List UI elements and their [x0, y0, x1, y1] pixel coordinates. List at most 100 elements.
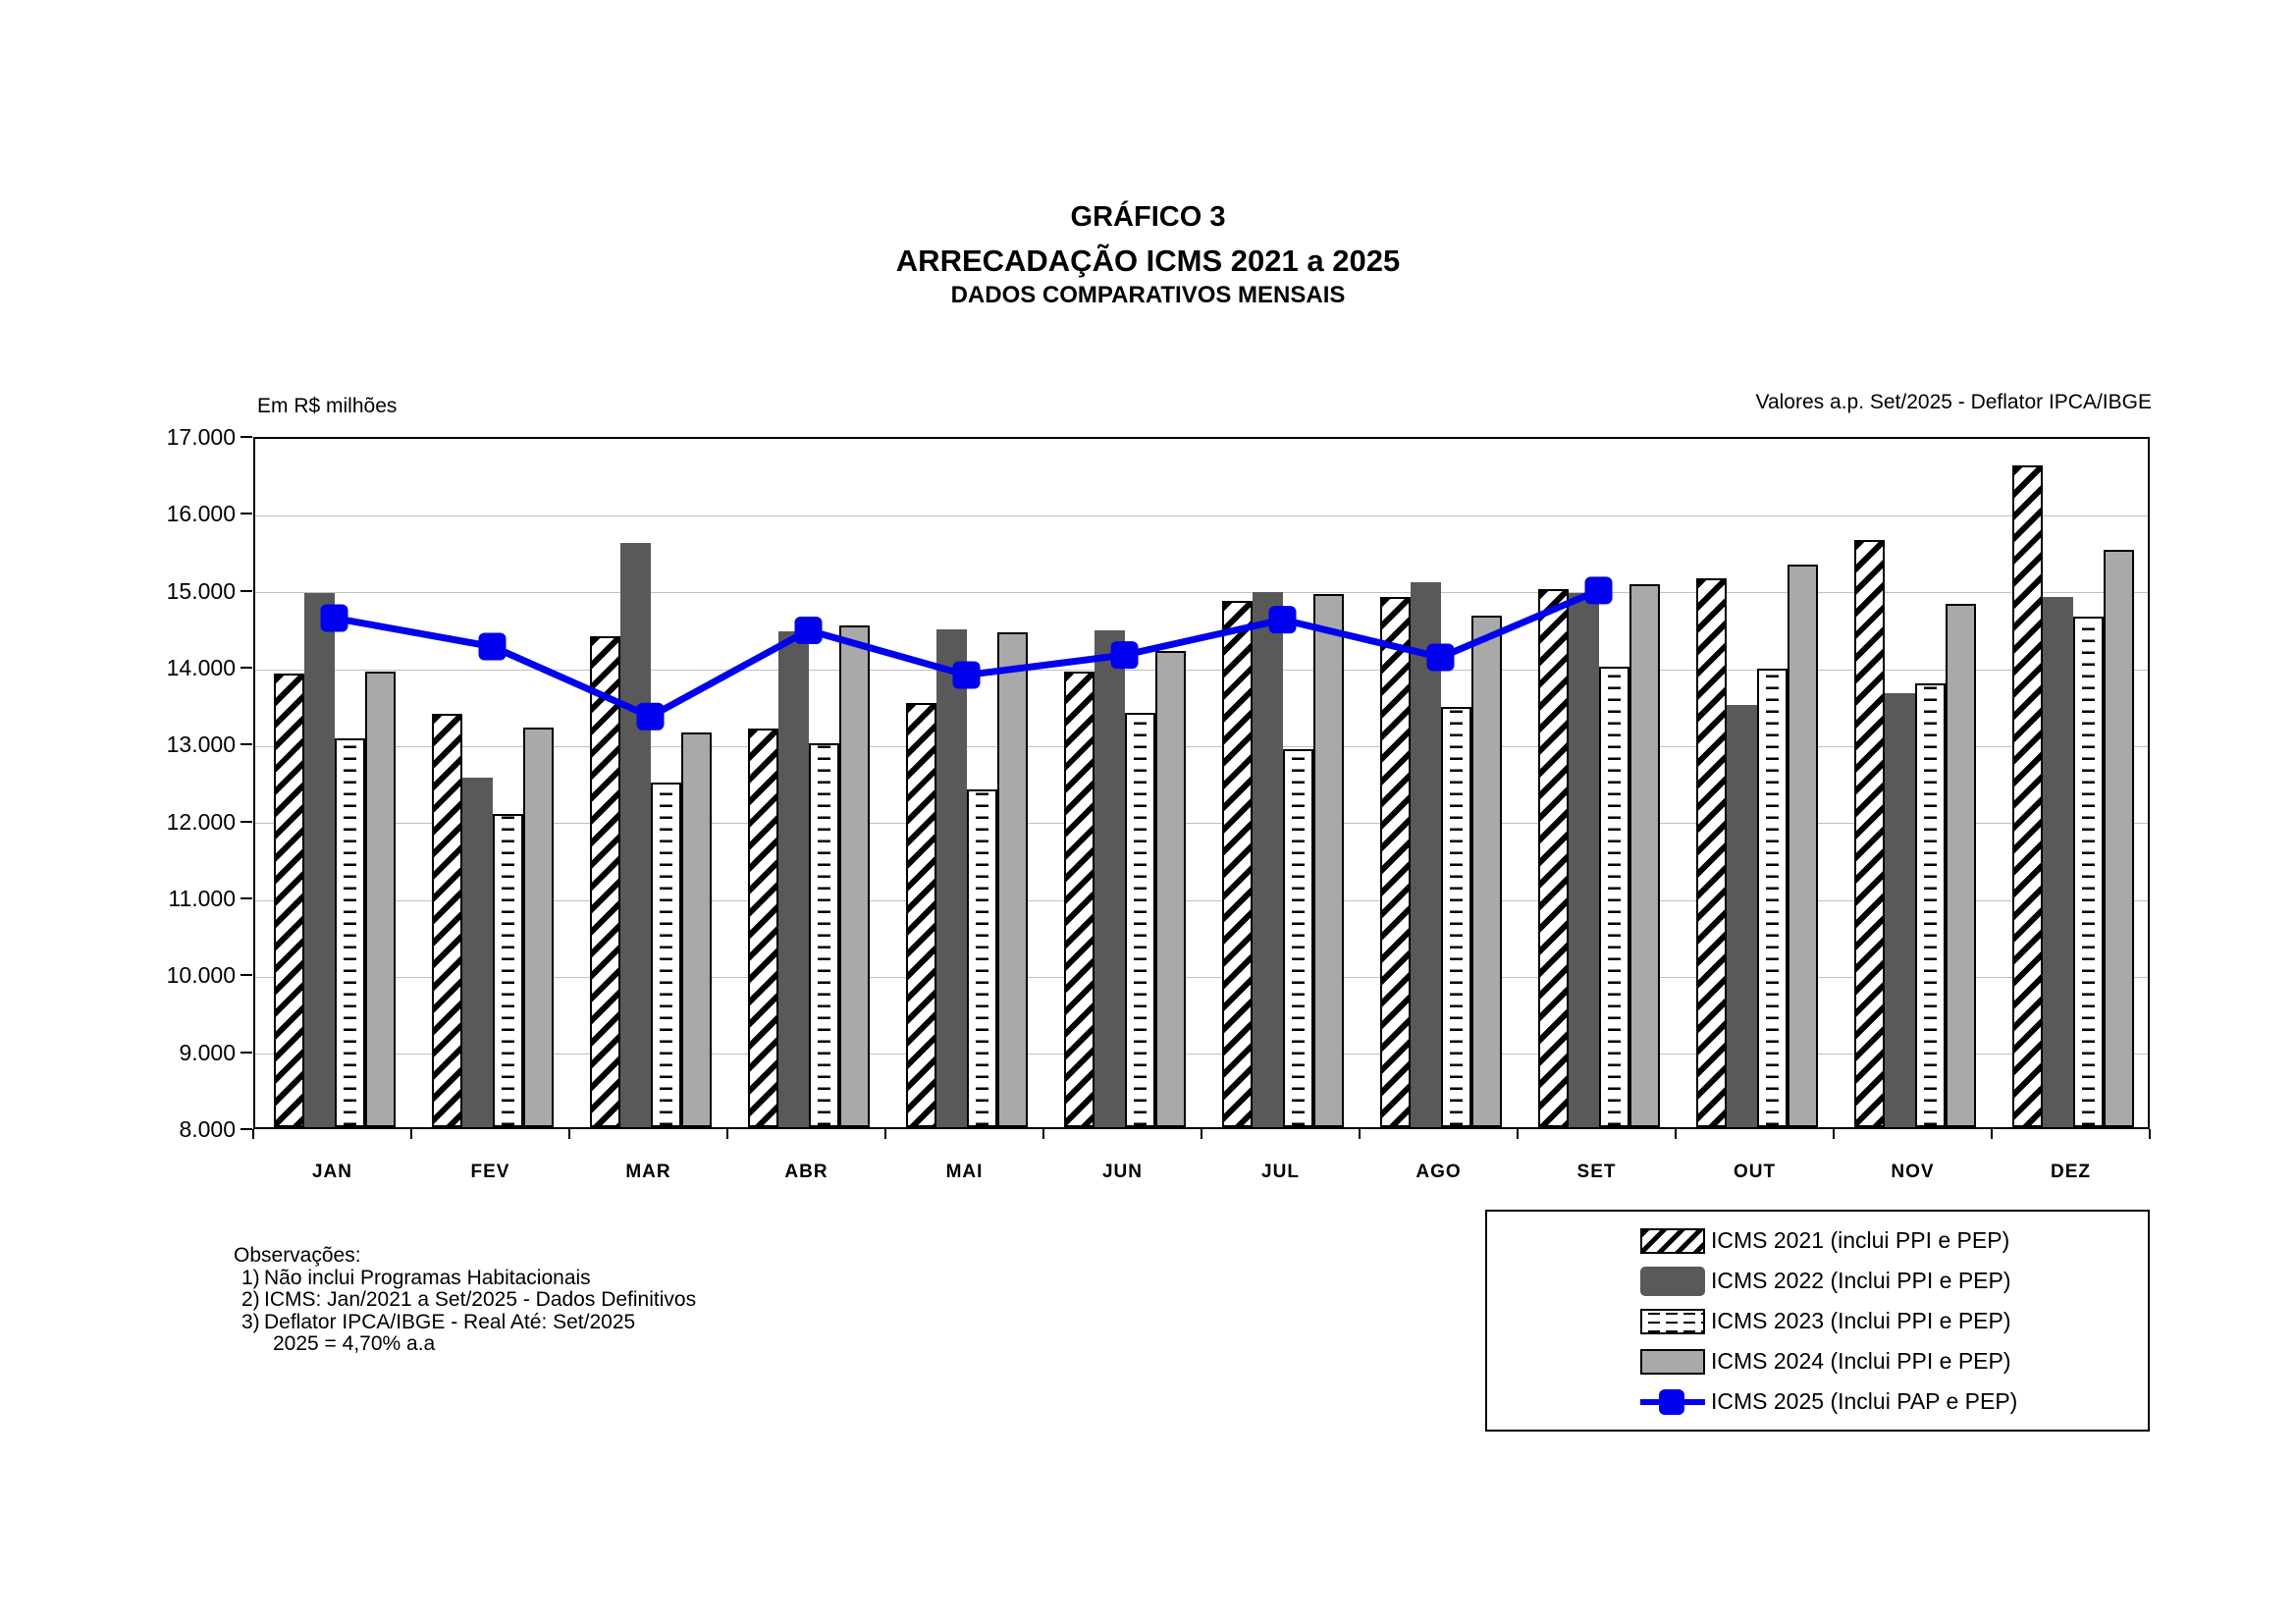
y-axis-label: 13.000	[166, 731, 236, 758]
x-axis-label-fev: FEV	[470, 1162, 510, 1182]
bar-2022-abr	[777, 630, 809, 1127]
y-axis-tick	[240, 743, 252, 746]
bar-2023-jan	[334, 738, 365, 1127]
y-axis-label: 16.000	[166, 501, 236, 527]
x-axis-tick	[1991, 1129, 1993, 1139]
legend-label: ICMS 2025 (Inclui PAP e PEP)	[1711, 1388, 2018, 1414]
bar-2024-out	[1787, 565, 1818, 1127]
chart-main-title: ARRECADAÇÃO ICMS 2021 a 2025	[895, 244, 1401, 278]
bar-2023-abr	[808, 743, 839, 1127]
y-axis-tick	[240, 820, 252, 823]
x-axis-tick	[1201, 1129, 1202, 1139]
observation-text: ICMS: Jan/2021 a Set/2025 - Dados Defini…	[264, 1288, 697, 1311]
observation-number: 2)	[241, 1288, 260, 1311]
bar-2021-jun	[1063, 672, 1095, 1127]
legend-label: ICMS 2024 (Inclui PPI e PEP)	[1711, 1348, 2011, 1374]
x-axis-tick	[1833, 1129, 1835, 1139]
bar-2023-out	[1756, 669, 1788, 1127]
legend-label: ICMS 2021 (inclui PPI e PEP)	[1711, 1227, 2010, 1253]
y-axis-label: 15.000	[166, 577, 236, 604]
bar-2022-jul	[1252, 591, 1283, 1127]
bar-2021-jul	[1221, 601, 1253, 1127]
observation-text: Deflator IPCA/IBGE - Real Até: Set/2025	[264, 1310, 636, 1333]
x-axis-tick	[1042, 1129, 1044, 1139]
bar-2023-nov	[1914, 683, 1946, 1127]
y-axis-label: 8.000	[179, 1116, 236, 1142]
bar-2024-nov	[1945, 604, 1976, 1127]
plot-area	[253, 437, 2150, 1129]
bar-2022-mai	[935, 629, 967, 1127]
observation-item: 3) Deflator IPCA/IBGE - Real Até: Set/202…	[234, 1310, 696, 1334]
observation-text: Não inclui Programas Habitacionais	[264, 1266, 591, 1289]
y-axis-label: 12.000	[166, 808, 236, 835]
y-axis-label: 14.000	[166, 655, 236, 680]
y-axis-tick	[240, 589, 252, 592]
x-axis-label-ago: AGO	[1415, 1162, 1462, 1182]
bar-2021-set	[1537, 589, 1569, 1127]
bar-2022-ago	[1410, 582, 1441, 1127]
icms-2025-marker-fev	[478, 632, 507, 661]
bar-2023-ago	[1440, 706, 1471, 1127]
bar-2023-mai	[966, 789, 997, 1127]
legend-row-2025: ICMS 2025 (Inclui PAP e PEP)	[1487, 1381, 2148, 1422]
x-axis-tick	[568, 1129, 570, 1139]
bar-2021-mai	[905, 702, 936, 1127]
observation-item: 1) Não inclui Programas Habitacionais	[234, 1266, 696, 1290]
bar-2021-ago	[1379, 596, 1411, 1127]
bar-2021-mar	[589, 636, 620, 1127]
bar-2023-jun	[1124, 712, 1155, 1127]
x-axis-tick	[2149, 1129, 2151, 1139]
x-axis-label-jun: JUN	[1101, 1162, 1143, 1182]
bar-2022-fev	[461, 777, 493, 1127]
gridline	[255, 514, 2148, 516]
legend-swatch-hatch-icon	[1640, 1227, 1705, 1254]
gridline	[255, 1054, 2148, 1056]
legend-label: ICMS 2022 (Inclui PPI e PEP)	[1711, 1268, 2011, 1293]
bar-2021-abr	[747, 729, 778, 1127]
y-axis-unit-note: Em R$ milhões	[257, 395, 398, 417]
bar-2022-jan	[303, 592, 335, 1127]
legend-swatch-dash-icon	[1640, 1308, 1705, 1334]
x-axis-tick	[410, 1129, 412, 1139]
x-axis-tick	[1517, 1129, 1519, 1139]
observations-block: Observações: 1) Não inclui Programas Habi…	[234, 1244, 697, 1356]
y-axis-tick	[240, 667, 252, 669]
bar-2021-jan	[273, 673, 304, 1127]
legend-swatch-light-icon	[1640, 1348, 1705, 1375]
x-axis-label-jul: JUL	[1261, 1162, 1300, 1182]
x-axis-label-abr: ABR	[784, 1162, 828, 1182]
legend-label: ICMS 2023 (Inclui PPI e PEP)	[1711, 1308, 2011, 1333]
bar-2024-mar	[680, 732, 712, 1127]
bar-2023-set	[1598, 666, 1629, 1127]
x-axis-label-out: OUT	[1733, 1162, 1777, 1182]
deflator-note: Valores a.p. Set/2025 - Deflator IPCA/IB…	[1755, 391, 2152, 413]
x-axis-label-set: SET	[1576, 1162, 1617, 1182]
legend-row-2022: ICMS 2022 (Inclui PPI e PEP)	[1487, 1261, 2148, 1301]
y-axis-label: 11.000	[168, 886, 236, 911]
x-axis-tick	[726, 1129, 728, 1139]
bar-2024-set	[1629, 583, 1660, 1127]
x-axis-tick	[884, 1129, 886, 1139]
observations-heading: Observações:	[234, 1244, 361, 1267]
observation-number: 3)	[241, 1310, 260, 1333]
bar-2024-jun	[1154, 651, 1186, 1127]
legend-line-marker-icon	[1659, 1388, 1684, 1415]
x-axis-label-dez: DEZ	[2051, 1162, 2091, 1182]
y-axis-tick	[240, 974, 252, 977]
gridline	[255, 976, 2148, 978]
bar-2022-nov	[1884, 693, 1915, 1127]
bar-2022-mar	[619, 542, 651, 1127]
x-axis-tick	[1359, 1129, 1361, 1139]
y-axis-tick	[240, 513, 252, 515]
bar-2022-out	[1726, 704, 1757, 1127]
chart-number-title: GRÁFICO 3	[1070, 201, 1226, 233]
x-axis-label-nov: NOV	[1891, 1162, 1935, 1182]
y-axis-tick	[240, 897, 252, 899]
x-axis-label-jan: JAN	[311, 1162, 352, 1182]
legend-row-2023: ICMS 2023 (Inclui PPI e PEP)	[1487, 1301, 2148, 1341]
bar-2024-abr	[838, 625, 870, 1127]
legend-swatch-dark-icon	[1640, 1266, 1705, 1296]
bar-2021-nov	[1853, 540, 1885, 1127]
bar-2022-set	[1568, 592, 1599, 1127]
